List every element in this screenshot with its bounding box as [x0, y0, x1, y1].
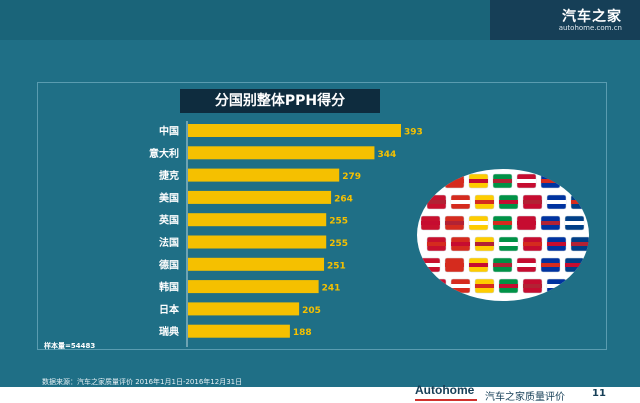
footer-title: 汽车之家质量评价	[485, 392, 565, 403]
bar-0	[188, 124, 401, 137]
page-number: 11	[592, 388, 606, 399]
bottom-bar	[0, 387, 640, 403]
category-label-2: 捷克	[159, 169, 179, 182]
footer-brand: Autohome	[415, 383, 475, 397]
autohome-logo: 汽车之家 autohome.com.cn	[490, 0, 640, 40]
category-label-0: 中国	[159, 125, 179, 138]
data-source-note: 数据来源：汽车之家质量评价 2016年1月1日-2016年12月31日	[42, 378, 243, 386]
value-label-4: 255	[329, 217, 348, 227]
bar-7	[188, 280, 319, 294]
value-label-1: 344	[377, 150, 396, 160]
category-label-3: 美国	[159, 191, 179, 204]
logo-sub-text: autohome.com.cn	[558, 24, 622, 32]
category-label-9: 瑞典	[159, 325, 179, 338]
bar-6	[188, 257, 325, 271]
chart-panel	[37, 82, 607, 350]
category-label-4: 英国	[158, 214, 179, 227]
value-label-9: 188	[293, 328, 312, 338]
value-label-3: 264	[334, 194, 353, 204]
bar-9	[188, 324, 290, 338]
category-label-8: 日本	[159, 303, 180, 316]
bar-3	[188, 190, 332, 204]
sample-size-note: 样本量=54483	[44, 342, 96, 350]
category-label-5: 法国	[159, 236, 179, 249]
bar-8	[188, 302, 300, 316]
value-label-8: 205	[302, 306, 321, 316]
logo-main-text: 汽车之家	[562, 9, 622, 25]
flag-collage-icon	[417, 169, 589, 301]
value-label-5: 255	[329, 239, 348, 249]
value-label-6: 251	[327, 261, 346, 271]
category-label-7: 韩国	[159, 281, 179, 294]
brand-underline	[415, 399, 477, 401]
bar-4	[188, 213, 327, 227]
chart-title: 分国别整体PPH得分	[180, 89, 380, 113]
value-label-2: 279	[342, 172, 361, 182]
bar-2	[188, 168, 340, 182]
category-label-6: 德国	[158, 258, 179, 271]
category-label-1: 意大利	[149, 147, 179, 160]
bar-5	[188, 235, 327, 249]
value-label-7: 241	[322, 284, 341, 294]
value-label-0: 393	[404, 128, 423, 138]
bar-1	[188, 146, 375, 160]
